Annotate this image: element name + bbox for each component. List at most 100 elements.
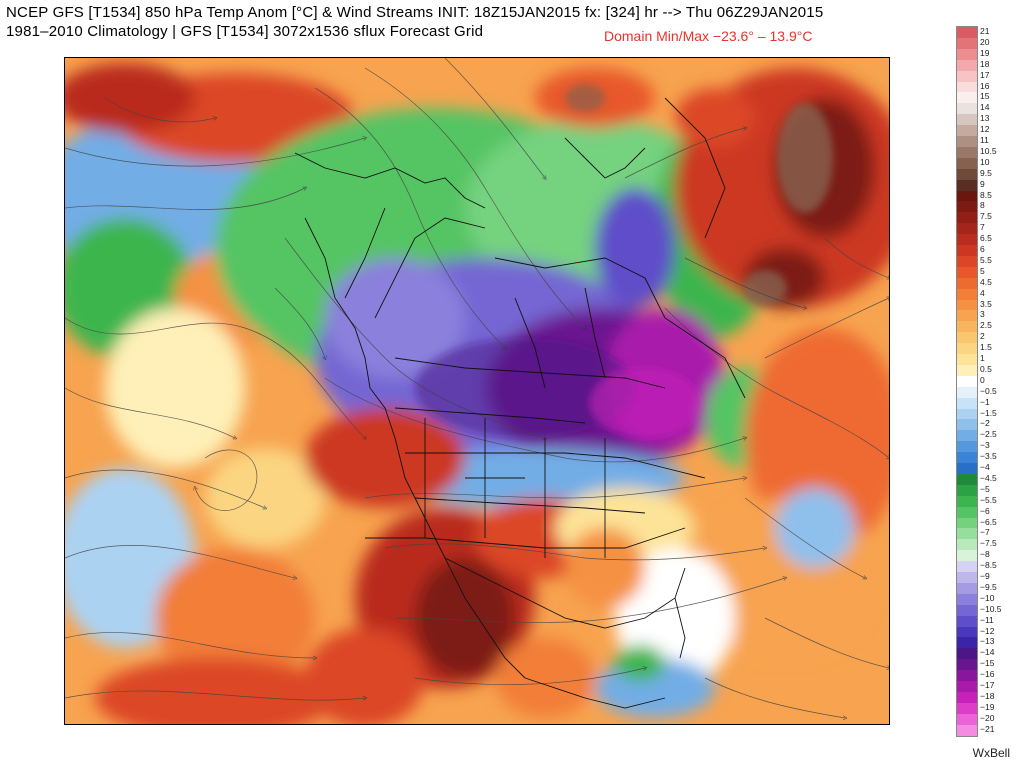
colorbar-tick-label: 3 <box>980 309 985 320</box>
colorbar-tick-label: −13 <box>980 636 995 647</box>
wind-streamlines <box>65 58 889 718</box>
colorbar-tick-label: 8 <box>980 200 985 211</box>
colorbar-swatch <box>957 408 977 420</box>
colorbar-swatch <box>957 572 977 584</box>
colorbar-swatch <box>957 179 977 191</box>
colorbar-tick-label: −12 <box>980 625 995 636</box>
colorbar-tick-label: 15 <box>980 91 990 102</box>
colorbar-tick-label: 7.5 <box>980 211 992 222</box>
colorbar-tick-label: −9.5 <box>980 581 997 592</box>
brand-logo: WxBell <box>972 746 1010 760</box>
colorbar-swatch <box>957 702 977 715</box>
colorbar-tick-label: −2.5 <box>980 429 997 440</box>
colorbar-tick-label: 18 <box>980 58 990 69</box>
colorbar-tick-label: 21 <box>980 26 990 36</box>
colorbar-swatch <box>957 201 977 213</box>
colorbar-swatch <box>957 539 977 551</box>
colorbar-tick-label: 6 <box>980 244 985 254</box>
colorbar-swatch <box>957 136 977 148</box>
colorbar-tick-label: −3.5 <box>980 451 997 462</box>
colorbar-swatch <box>957 146 977 159</box>
anomaly-map <box>64 57 890 725</box>
colorbar-tick-label: 19 <box>980 47 990 58</box>
colorbar-tick-label: −18 <box>980 690 995 701</box>
colorbar-tick-label: −10.5 <box>980 603 1002 614</box>
colorbar-tick-label: −6 <box>980 505 990 516</box>
coastlines-and-borders <box>294 97 746 709</box>
colorbar-swatch <box>957 495 977 507</box>
colorbar-tick-label: −6.5 <box>980 516 997 527</box>
colorbar-tick-label: 16 <box>980 80 990 91</box>
colorbar-tick-label: −1.5 <box>980 407 997 418</box>
colorbar-tick-label: −1 <box>980 396 990 407</box>
colorbar-tick-label: −10 <box>980 592 995 603</box>
colorbar-swatch <box>957 615 977 627</box>
colorbar-tick-label: −11 <box>980 614 994 625</box>
colorbar-tick-label: −5 <box>980 483 990 494</box>
colorbar-tick-label: 10 <box>980 156 990 167</box>
colorbar-swatch <box>957 223 977 235</box>
colorbar-tick-label: 7 <box>980 222 985 233</box>
colorbar-swatch <box>957 48 977 61</box>
colorbar-swatch <box>957 582 977 595</box>
colorbar-tick-label: −16 <box>980 669 995 680</box>
colorbar-swatch <box>957 59 977 71</box>
colorbar-swatch <box>957 670 977 682</box>
colorbar-swatch <box>957 441 977 453</box>
colorbar-swatch <box>957 626 977 638</box>
colorbar-swatch <box>957 234 977 246</box>
colorbar-swatch <box>957 70 977 82</box>
colorbar-tick-label: −0.5 <box>980 385 997 396</box>
colorbar-tick-label: −7 <box>980 527 990 538</box>
colorbar-swatch <box>957 593 977 606</box>
colorbar-tick-label: −5.5 <box>980 494 997 505</box>
colorbar-swatch <box>957 190 977 202</box>
colorbar-swatch <box>957 648 977 660</box>
colorbar-swatch <box>957 561 977 573</box>
colorbar-tick-label: −3 <box>980 440 990 451</box>
colorbar-swatch <box>957 550 977 562</box>
colorbar-tick-label: 2.5 <box>980 320 992 331</box>
colorbar-swatch <box>957 364 977 377</box>
colorbar-swatch <box>957 212 977 224</box>
colorbar-swatch <box>957 332 977 344</box>
colorbar-swatch <box>957 724 977 736</box>
colorbar-tick-label: 2 <box>980 331 985 342</box>
colorbar-swatch <box>957 604 977 616</box>
colorbar-tick-label: −4 <box>980 462 990 472</box>
colorbar-swatch <box>957 321 977 333</box>
colorbar-swatch <box>957 245 977 257</box>
colorbar-tick-label: 6.5 <box>980 233 992 244</box>
colorbar-swatch <box>957 375 977 388</box>
colorbar-tick-label: 5.5 <box>980 254 992 265</box>
colorbar-swatch <box>957 659 977 671</box>
colorbar-swatch <box>957 299 977 311</box>
colorbar-swatch <box>957 37 977 50</box>
colorbar-tick-label: 0.5 <box>980 363 992 374</box>
colorbar-swatch <box>957 517 977 529</box>
colorbar <box>956 26 978 737</box>
colorbar-tick-label: 10.5 <box>980 145 997 156</box>
colorbar-tick-label: −2 <box>980 418 990 429</box>
colorbar-swatch <box>957 473 977 486</box>
colorbar-swatch <box>957 343 977 355</box>
colorbar-tick-label: −4.5 <box>980 472 997 483</box>
domain-min-max: Domain Min/Max −23.6° – 13.9°C <box>604 28 813 44</box>
colorbar-tick-label: 12 <box>980 124 990 135</box>
colorbar-swatch <box>957 430 977 442</box>
colorbar-tick-label: −19 <box>980 701 995 712</box>
colorbar-swatch <box>957 528 977 540</box>
colorbar-swatch <box>957 266 977 279</box>
colorbar-swatch <box>957 463 977 475</box>
colorbar-tick-label: 0 <box>980 374 985 385</box>
colorbar-tick-label: −8.5 <box>980 560 997 571</box>
colorbar-tick-label: 20 <box>980 36 990 47</box>
colorbar-tick-label: −7.5 <box>980 538 997 549</box>
colorbar-tick-label: 1.5 <box>980 342 992 353</box>
chart-subtitle: 1981–2010 Climatology | GFS [T1534] 3072… <box>6 23 484 40</box>
colorbar-tick-label: 8.5 <box>980 189 992 200</box>
colorbar-swatch <box>957 452 977 464</box>
colorbar-tick-label: 9 <box>980 178 985 189</box>
colorbar-swatch <box>957 81 977 93</box>
colorbar-tick-label: 13 <box>980 113 990 124</box>
